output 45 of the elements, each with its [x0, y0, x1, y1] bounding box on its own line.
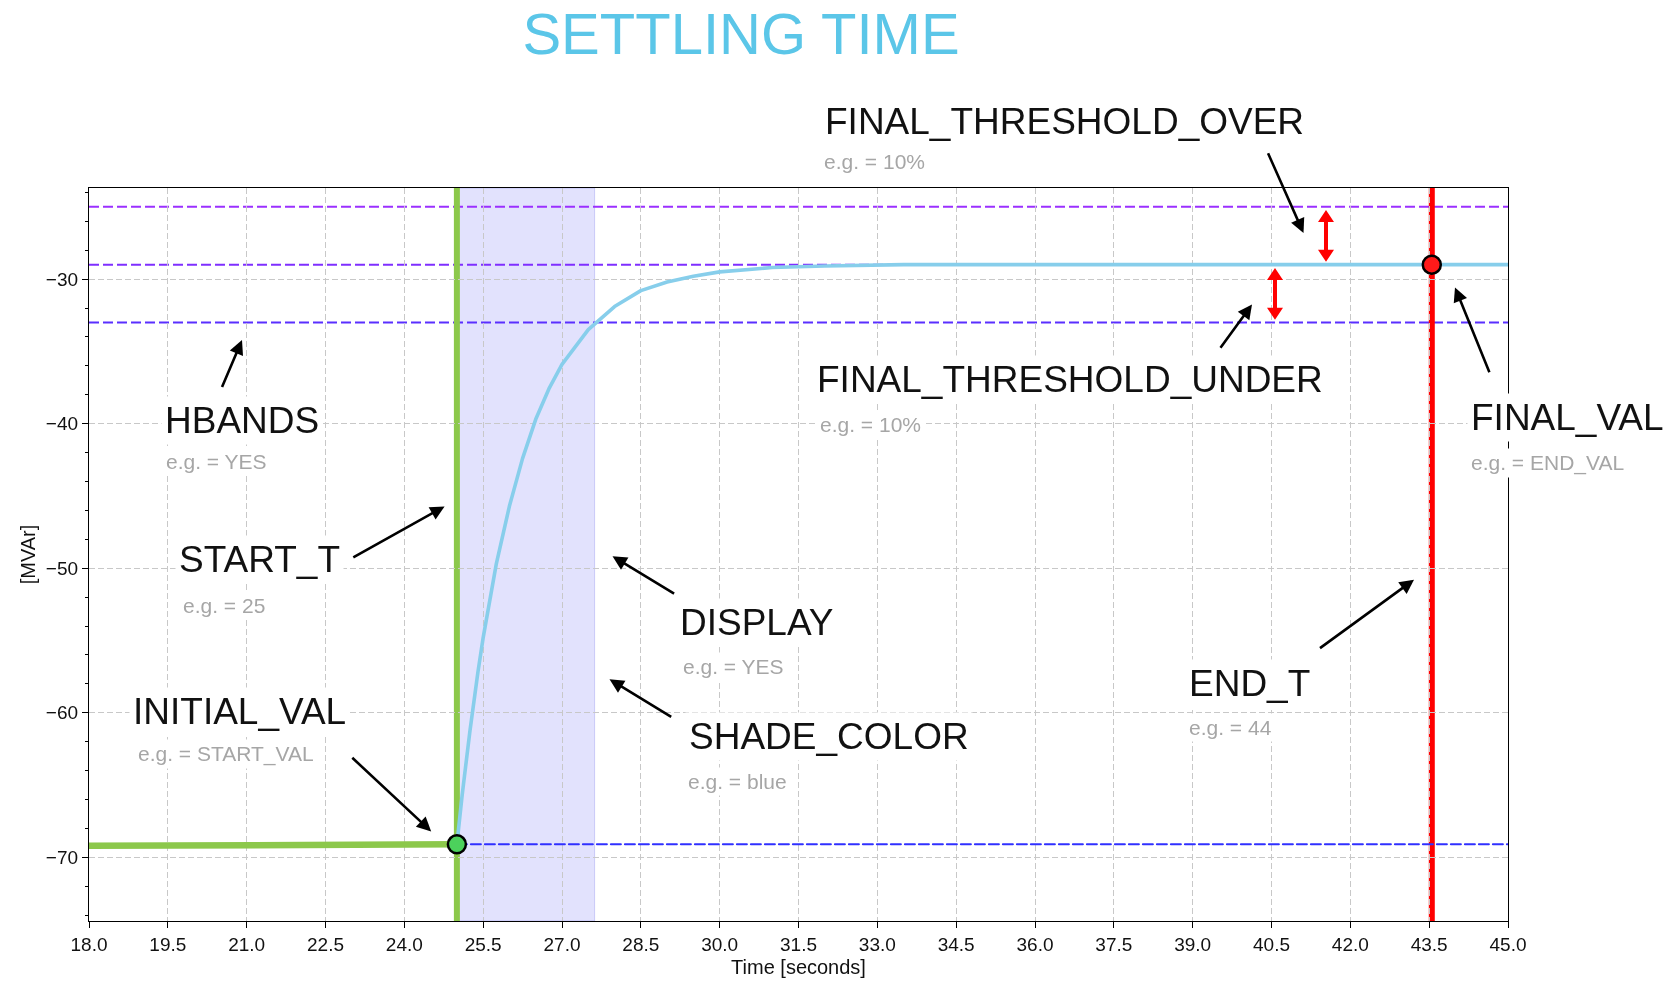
- x-tick-label: 37.5: [1095, 933, 1133, 955]
- annotation: e.g. = blue: [688, 770, 787, 793]
- x-tick-label: 28.5: [622, 933, 660, 955]
- chart-title: SETTLING TIME: [522, 1, 960, 67]
- annotation: END_T: [1189, 663, 1311, 704]
- y-tick-label: −30: [45, 268, 79, 290]
- annotation: e.g. = START_VAL: [138, 742, 314, 766]
- x-axis-title: Time [seconds]: [731, 956, 866, 979]
- x-tick-label: 21.0: [228, 933, 266, 955]
- annotation: e.g. = YES: [166, 450, 267, 473]
- x-tick-label: 27.0: [543, 933, 581, 955]
- x-tick-label: 36.0: [1016, 933, 1054, 955]
- annotation: START_T: [179, 539, 341, 580]
- x-tick-label: 33.0: [858, 933, 896, 955]
- annotation: SHADE_COLOR: [689, 716, 969, 757]
- text: FINAL_THRESHOLD_OVER: [825, 101, 1305, 142]
- annotation: e.g. = 44: [1189, 716, 1272, 739]
- annotation: e.g. = END_VAL: [1471, 451, 1625, 475]
- annotation: e.g. = 25: [183, 594, 266, 617]
- x-tick-label: 43.5: [1410, 933, 1448, 955]
- x-tick-label: 30.0: [701, 933, 739, 955]
- x-tick-label: 18.0: [70, 933, 108, 955]
- annotation: FINAL_VAL: [1471, 397, 1664, 438]
- y-tick-label: −50: [45, 557, 79, 579]
- x-tick-label: 31.5: [780, 933, 817, 955]
- x-tick-label: 25.5: [464, 933, 502, 955]
- x-tick-label: 24.0: [385, 933, 423, 955]
- annotation: DISPLAY: [680, 602, 834, 643]
- annotation: e.g. = YES: [683, 655, 784, 678]
- x-tick-label: 42.0: [1331, 933, 1369, 955]
- x-tick-label: 34.5: [937, 933, 975, 955]
- annotation: e.g. = 10%: [820, 413, 921, 436]
- x-tick-label: 40.5: [1253, 933, 1290, 955]
- text: e.g. = 10%: [824, 150, 925, 173]
- y-tick-label: −40: [45, 413, 79, 435]
- annotation: FINAL_THRESHOLD_UNDER: [817, 359, 1323, 400]
- x-tick-label: 19.5: [149, 933, 187, 955]
- y-axis-title: [MVAr]: [17, 524, 40, 585]
- annotation: INITIAL_VAL: [133, 691, 347, 732]
- x-tick-label: 22.5: [307, 933, 344, 955]
- x-tick-label: 45.0: [1489, 933, 1527, 955]
- y-tick-label: −60: [45, 702, 79, 724]
- x-tick-label: 39.0: [1174, 933, 1212, 955]
- y-tick-label: −70: [45, 847, 79, 869]
- annotation: HBANDS: [165, 400, 320, 441]
